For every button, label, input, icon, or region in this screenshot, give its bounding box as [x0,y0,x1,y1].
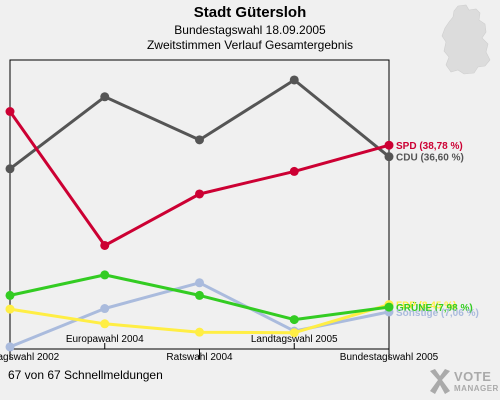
data-point-fdp [100,319,110,329]
data-point-sonstige [5,342,15,352]
data-point-cdu [384,152,394,162]
x-tick-label: Landtagswahl 2005 [251,334,338,345]
series-label-gruene: GRÜNE (7,98 %) [396,301,473,314]
germany-map-icon [441,4,491,75]
x-tick-label: Bundestagswahl 2002 [0,352,60,363]
chart-subtitle-description: Zweitstimmen Verlauf Gesamtergebnis [146,38,354,52]
data-point-gruene [384,302,394,312]
data-point-fdp [5,304,15,314]
chart-title: Stadt Gütersloh [193,4,307,21]
series-label-cdu: CDU (36,60 %) [396,153,464,164]
data-point-sonstige [100,304,110,314]
x-tick-label: Bundestagswahl 2005 [340,352,439,363]
data-point-spd [384,140,394,150]
data-point-cdu [289,75,299,85]
data-point-cdu [5,164,15,174]
data-point-gruene [100,270,110,280]
data-point-spd [289,166,299,176]
series-label-sonstige: Sonstige (7,06 %) [396,308,479,319]
series-label-fdp: FDP (8,45 %) [396,301,456,312]
series-line-cdu [9,78,390,170]
x-tick-label: Europawahl 2004 [66,334,144,345]
chart-header: Stadt Gütersloh Bundestagswahl 18.09.200… [0,0,500,60]
data-point-spd [100,240,110,250]
vote-x-icon [430,369,450,394]
series-label-spd: SPD (38,78 %) [396,141,463,152]
x-tick-label: Ratswahl 2004 [166,352,233,363]
data-point-sonstige [195,278,204,288]
chart-subtitle-election: Bundestagswahl 18.09.2005 [174,23,326,37]
logo-text-vote: VOTE [454,369,492,384]
data-point-gruene [195,290,204,300]
data-point-cdu [195,135,204,145]
data-point-spd [5,106,15,116]
data-point-fdp [195,327,204,337]
logo-text-manager: MANAGER [454,384,499,393]
data-point-fdp [289,328,299,338]
data-point-spd [195,189,204,199]
reporting-status: 67 von 67 Schnellmeldungen [8,368,163,382]
data-point-cdu [100,92,110,102]
data-point-gruene [289,315,299,325]
data-point-gruene [5,290,15,300]
vote-manager-logo: VOTE MANAGER [426,366,498,398]
series-line-spd [8,110,390,247]
plot-area [9,59,390,350]
